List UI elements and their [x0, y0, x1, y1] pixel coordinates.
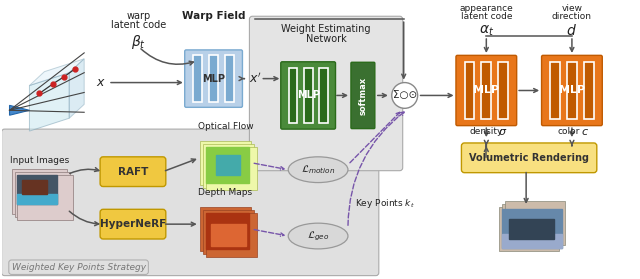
Text: MLP: MLP [559, 85, 585, 95]
Bar [17, 175, 73, 220]
Text: HyperNeRF: HyperNeRF [100, 219, 166, 229]
Bar [499, 207, 559, 251]
Bar [205, 147, 257, 191]
Ellipse shape [288, 223, 348, 249]
Bar [205, 213, 257, 257]
Bar [200, 141, 252, 184]
Bar [584, 62, 594, 119]
Bar [200, 207, 252, 251]
FancyBboxPatch shape [541, 55, 602, 126]
Polygon shape [17, 175, 58, 204]
Polygon shape [502, 209, 562, 248]
FancyBboxPatch shape [461, 143, 597, 173]
Polygon shape [509, 219, 554, 239]
Bar [193, 55, 202, 102]
Text: Network: Network [306, 34, 346, 44]
Bar [15, 172, 70, 217]
Text: Optical Flow: Optical Flow [198, 122, 253, 131]
Bar [209, 55, 218, 102]
Text: view: view [561, 4, 582, 13]
Bar [567, 62, 577, 119]
Text: $d$: $d$ [566, 23, 577, 38]
Bar [12, 169, 67, 214]
Polygon shape [29, 59, 84, 86]
Bar [304, 68, 312, 123]
Text: appearance: appearance [460, 4, 513, 13]
Text: Input Images: Input Images [10, 156, 69, 165]
Text: $x'$: $x'$ [250, 71, 262, 86]
Text: MLP: MLP [297, 90, 319, 100]
Text: Weight Estimating: Weight Estimating [282, 24, 371, 34]
Text: MLP: MLP [202, 74, 225, 84]
Text: $x$: $x$ [96, 76, 106, 89]
FancyBboxPatch shape [1, 129, 379, 276]
Text: Σ○⊙: Σ○⊙ [392, 90, 417, 100]
Text: MLP: MLP [473, 85, 499, 95]
Polygon shape [216, 155, 241, 175]
FancyBboxPatch shape [100, 209, 166, 239]
Text: Depth Maps: Depth Maps [198, 188, 253, 198]
Bar [550, 62, 560, 119]
Polygon shape [205, 213, 250, 249]
Text: $\sigma$: $\sigma$ [499, 127, 508, 137]
FancyBboxPatch shape [250, 16, 403, 171]
FancyBboxPatch shape [456, 55, 516, 126]
Text: direction: direction [552, 12, 592, 21]
Circle shape [392, 83, 418, 108]
Text: $\beta_t$: $\beta_t$ [131, 33, 147, 51]
Text: warp: warp [127, 11, 151, 21]
FancyBboxPatch shape [281, 62, 335, 129]
Text: $\mathcal{L}_{motion}$: $\mathcal{L}_{motion}$ [301, 163, 335, 176]
Text: RAFT: RAFT [118, 167, 148, 177]
Polygon shape [17, 194, 58, 204]
Bar [225, 55, 234, 102]
Text: latent code: latent code [461, 12, 512, 21]
FancyBboxPatch shape [351, 62, 375, 129]
Text: color: color [557, 127, 580, 136]
Text: Volumetric Rendering: Volumetric Rendering [469, 153, 589, 163]
Polygon shape [205, 147, 250, 182]
Bar [499, 62, 508, 119]
Bar [505, 201, 565, 246]
Bar [203, 210, 254, 254]
Bar [289, 68, 298, 123]
Text: $\alpha_t$: $\alpha_t$ [479, 23, 494, 38]
Text: density: density [470, 127, 503, 136]
FancyBboxPatch shape [185, 50, 243, 107]
Polygon shape [10, 105, 29, 115]
Bar [481, 62, 492, 119]
Bar [465, 62, 474, 119]
Text: softmax: softmax [358, 76, 367, 114]
FancyBboxPatch shape [100, 157, 166, 187]
Text: Warp Field: Warp Field [182, 11, 245, 21]
Text: Weighted Key Points Strategy: Weighted Key Points Strategy [12, 263, 146, 272]
Ellipse shape [288, 157, 348, 182]
Text: Key Points $k_t$: Key Points $k_t$ [355, 197, 415, 210]
Polygon shape [22, 180, 47, 194]
Polygon shape [69, 59, 84, 118]
Polygon shape [502, 234, 562, 248]
Polygon shape [29, 73, 69, 131]
Text: latent code: latent code [111, 20, 166, 30]
Text: $c$: $c$ [581, 127, 589, 137]
Bar [203, 144, 254, 187]
Bar [502, 204, 562, 248]
Polygon shape [211, 224, 246, 246]
Bar [319, 68, 328, 123]
Text: $\mathcal{L}_{geo}$: $\mathcal{L}_{geo}$ [307, 229, 330, 243]
